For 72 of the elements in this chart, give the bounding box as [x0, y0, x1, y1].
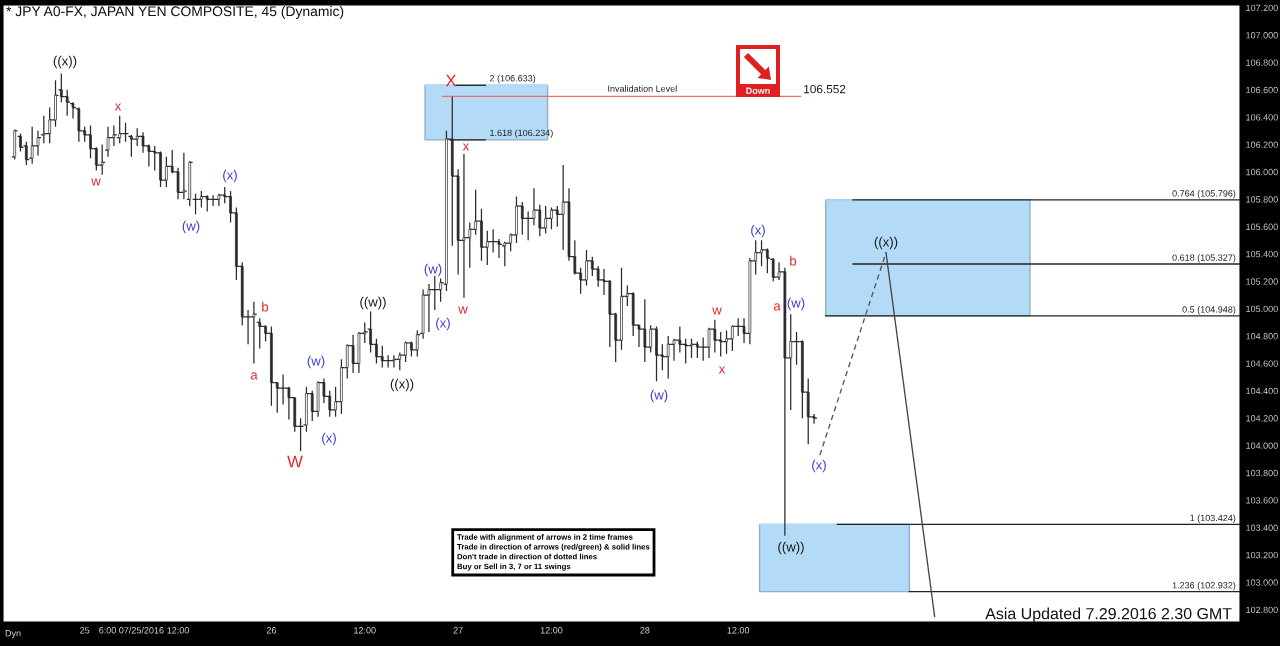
annotation: x — [718, 366, 726, 374]
annotation: (w) — [650, 389, 668, 403]
annotation: a — [773, 303, 781, 311]
annotation: (x) — [436, 317, 450, 331]
x-tick-label: 12:00 — [540, 627, 563, 634]
annotation: Down — [746, 87, 770, 94]
series-label: 1.618 (106.234) — [490, 129, 553, 138]
annotation: a — [250, 372, 258, 380]
annotation: ((x)) — [53, 55, 77, 69]
annotation: (w) — [307, 355, 325, 369]
annotation: (w) — [787, 297, 805, 311]
series-label: 1.236 (102.932) — [1172, 581, 1236, 591]
annotation: x — [462, 143, 470, 151]
x-tick-label: 27 — [453, 627, 463, 634]
data-label: 106.552 — [804, 84, 846, 94]
series-label: 0.764 (105.796) — [1172, 190, 1236, 199]
y-tick-label: 106.800 — [1246, 59, 1278, 66]
y-tick-label: 105.200 — [1246, 278, 1278, 285]
x-tick-label: 26 — [266, 627, 277, 634]
y-tick-label: 103.200 — [1246, 551, 1278, 559]
series-label: 0.5 (104.948) — [1182, 306, 1236, 315]
annotation: (x) — [812, 459, 826, 473]
annotation: X — [445, 74, 457, 87]
annotation: W — [287, 455, 303, 468]
x-tick-label: 25 — [80, 627, 90, 634]
y-tick-label: 104.200 — [1246, 415, 1278, 422]
y-tick-label: 105.600 — [1246, 223, 1278, 230]
annotation: b — [262, 301, 269, 312]
y-tick-label: 103.600 — [1246, 497, 1278, 504]
series-label: 0.618 (105.327) — [1172, 254, 1236, 263]
y-tick-label: 102.800 — [1246, 606, 1278, 614]
chart-title: * JPY A0-FX, JAPAN YEN COMPOSITE, 45 (Dynamic) — [6, 6, 344, 19]
x-tick-label: 12:00 — [727, 627, 750, 634]
annotation: ((x)) — [874, 236, 898, 250]
annotation: (x) — [223, 169, 237, 183]
annotation: (x) — [751, 224, 765, 238]
y-tick-label: 106.000 — [1246, 168, 1278, 176]
x-tick-label: 28 — [640, 627, 650, 634]
series-label: 1 (103.424) — [1190, 514, 1236, 523]
x-tick-label: 12:00 — [354, 627, 376, 634]
y-tick-label: 105.000 — [1246, 305, 1278, 313]
annotation: b — [790, 255, 797, 266]
series-label: 2 (106.633) — [489, 74, 536, 84]
annotation: (w) — [182, 220, 200, 234]
y-tick-label: 103.000 — [1246, 579, 1278, 586]
y-tick-label: 107.200 — [1246, 4, 1278, 12]
annotation: ((x)) — [390, 378, 414, 392]
y-tick-label: 106.200 — [1246, 141, 1278, 148]
x-tick-label: 6:00 07/25/2016 — [99, 626, 164, 634]
annotation: w — [458, 306, 468, 314]
annotation: (x) — [322, 432, 336, 446]
y-tick-label: 107.000 — [1246, 32, 1278, 39]
annotation: ((w)) — [778, 541, 804, 555]
y-tick-label: 104.800 — [1246, 333, 1278, 340]
y-tick-label: 103.800 — [1246, 469, 1278, 477]
y-tick-label: 106.400 — [1246, 114, 1278, 121]
annotation: (w) — [424, 263, 442, 277]
annotation: x — [114, 103, 122, 111]
text: Dyn — [5, 630, 21, 639]
y-tick-label: 106.600 — [1246, 86, 1278, 94]
y-tick-label: 105.400 — [1246, 250, 1278, 258]
annotation: ((w)) — [360, 296, 386, 310]
y-tick-label: 104.000 — [1246, 442, 1278, 449]
series-label: Invalidation Level — [608, 85, 677, 92]
y-tick-label: 105.800 — [1246, 196, 1278, 203]
annotation: w — [712, 307, 722, 315]
annotation: w — [91, 178, 101, 186]
annotation: Asia Updated 7.29.2016 2.30 GMT — [985, 607, 1232, 623]
x-tick-label: 12:00 — [167, 627, 189, 634]
y-tick-label: 104.600 — [1246, 360, 1278, 367]
y-tick-label: 103.400 — [1246, 524, 1278, 531]
y-tick-label: 104.400 — [1246, 387, 1278, 395]
